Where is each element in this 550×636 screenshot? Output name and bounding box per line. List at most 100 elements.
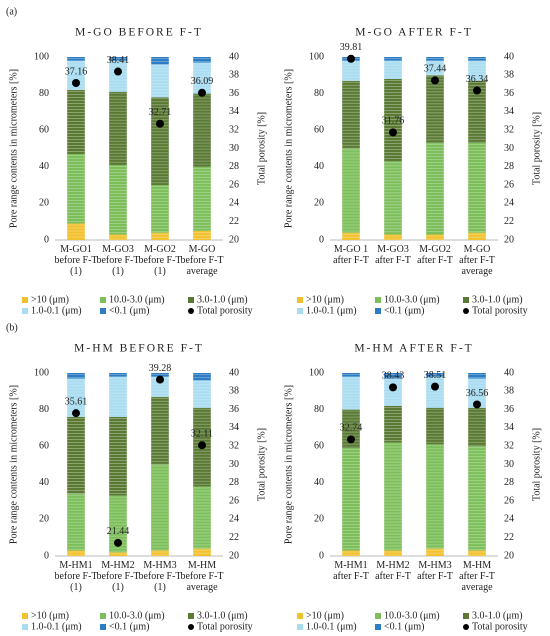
chart-title: M-HM BEFORE F-T <box>74 343 204 355</box>
legend-label: 1.0-0.1 (μm) <box>31 621 82 632</box>
bar-segment <box>426 373 444 377</box>
bar-segment <box>151 185 169 233</box>
bar-segment <box>109 495 127 553</box>
y2-tick-label: 26 <box>229 495 239 506</box>
y-tick-label: 40 <box>314 161 324 172</box>
porosity-point <box>347 54 355 63</box>
x-tick-label-box: M-GO1 before F-T (1) <box>54 244 98 277</box>
legend-swatch <box>100 613 106 619</box>
porosity-point <box>473 400 481 409</box>
data-label: 21.44 <box>107 526 130 537</box>
y2-tick-label: 40 <box>229 51 239 62</box>
legend-swatch <box>22 297 28 303</box>
bar-segment <box>468 373 486 379</box>
bar-segment <box>151 64 169 98</box>
data-label: 35.61 <box>65 396 88 407</box>
x-tick-label: M-GO before F-T average <box>180 244 224 277</box>
y2-tick-label: 28 <box>504 477 514 488</box>
porosity-point <box>198 441 206 450</box>
bar-segment <box>384 161 402 235</box>
bar-segment <box>67 416 85 494</box>
bar-segment <box>67 493 85 551</box>
legend-label: 1.0-0.1 (μm) <box>31 305 82 316</box>
y2-tick-label: 30 <box>229 143 239 154</box>
y2-tick-label: 36 <box>229 404 239 415</box>
bar-segment <box>193 57 211 63</box>
legend-swatch <box>100 624 106 630</box>
x-tick-label-box: M-GO2 after F-T <box>417 244 453 266</box>
legend-label: <0.1 (μm) <box>384 305 424 316</box>
bar-segment <box>384 550 402 556</box>
legend-swatch <box>188 297 194 303</box>
y2-tick-label: 34 <box>229 106 239 117</box>
legend-marker <box>463 308 469 314</box>
x-tick-label-box: M-GO3 after F-T <box>375 244 411 266</box>
y2-tick-label: 40 <box>229 367 239 378</box>
bar-segment <box>193 373 211 381</box>
legend-swatch <box>22 613 28 619</box>
y2-tick-label: 40 <box>504 367 514 378</box>
data-label: 38.41 <box>107 55 130 66</box>
bar-segment <box>426 548 444 556</box>
porosity-point <box>114 67 122 76</box>
x-tick-label-box: M-GO after F-T average <box>459 244 495 277</box>
bar-segment <box>67 378 85 417</box>
bar-segment <box>193 548 211 556</box>
bar-segment <box>426 376 444 408</box>
legend-label: >10 (μm) <box>306 610 344 621</box>
y2-tick-label: 32 <box>229 440 239 451</box>
y2-tick-label: 22 <box>504 216 514 227</box>
x-tick-label: M-HM after F-T average <box>459 560 495 593</box>
y-tick-label: 40 <box>314 477 324 488</box>
data-label: 38.51 <box>424 370 447 381</box>
x-tick-label-box: M-HM3 before F-T (1) <box>138 560 181 593</box>
y2-tick-label: 20 <box>504 550 514 561</box>
porosity-point <box>389 383 397 392</box>
data-label: 39.81 <box>340 42 363 53</box>
legend-marker <box>188 624 194 630</box>
porosity-point <box>473 86 481 95</box>
bar-segment <box>67 223 85 240</box>
y-tick-label: 80 <box>39 88 49 99</box>
y-tick-label: 20 <box>39 514 49 525</box>
x-tick-label: M-GO3 before F-T (1) <box>96 244 140 277</box>
bar-segment <box>342 448 360 551</box>
bar-segment <box>193 230 211 240</box>
y2-tick-label: 36 <box>504 88 514 99</box>
x-tick-label: M-GO after F-T average <box>459 244 495 277</box>
y-tick-label: 100 <box>34 367 49 378</box>
legend-swatch <box>297 297 303 303</box>
x-tick-label: M-GO2 before F-T (1) <box>138 244 182 277</box>
legend-label: 1.0-0.1 (μm) <box>306 305 357 316</box>
bar-segment <box>384 373 402 379</box>
y2-tick-label: 38 <box>229 386 239 397</box>
porosity-point <box>431 382 439 391</box>
y-axis-label: Pore range contents in micrometers [%] <box>283 385 294 544</box>
y2-tick-label: 30 <box>504 143 514 154</box>
bar-segment <box>384 234 402 240</box>
y-tick-label: 100 <box>309 51 324 62</box>
x-tick-label-box: M-GO 1 after F-T <box>333 244 369 266</box>
x-tick-label: M-HM1 before F-T (1) <box>54 560 98 593</box>
y-tick-label: 0 <box>44 550 49 561</box>
x-tick-label: M-GO1 before F-T (1) <box>54 244 98 277</box>
x-tick-label-box: M-HM after F-T average <box>459 560 495 593</box>
data-label: 39.28 <box>149 363 172 374</box>
legend-label: Total porosity <box>197 305 253 316</box>
legend-swatch <box>375 308 381 314</box>
y-tick-label: 60 <box>314 124 324 135</box>
legend-label: >10 (μm) <box>306 294 344 305</box>
y-tick-label: 80 <box>39 404 49 415</box>
y2-tick-label: 38 <box>229 70 239 81</box>
x-tick-label: M-GO3 after F-T <box>375 244 411 266</box>
y2-tick-label: 28 <box>504 161 514 172</box>
x-tick-label-box: M-GO3 before F-T (1) <box>96 244 140 277</box>
porosity-point <box>72 409 80 418</box>
bar-segment <box>468 57 486 61</box>
x-tick-label-box: M-HM2 before F-T (1) <box>96 560 139 593</box>
data-label: 38.43 <box>382 371 405 382</box>
y2-tick-label: 20 <box>504 234 514 245</box>
chart: M-HM AFTER F-T 0 20 40 60 80 100 20 22 24 26 28 30 32… <box>283 343 542 633</box>
bar-segment <box>342 550 360 556</box>
